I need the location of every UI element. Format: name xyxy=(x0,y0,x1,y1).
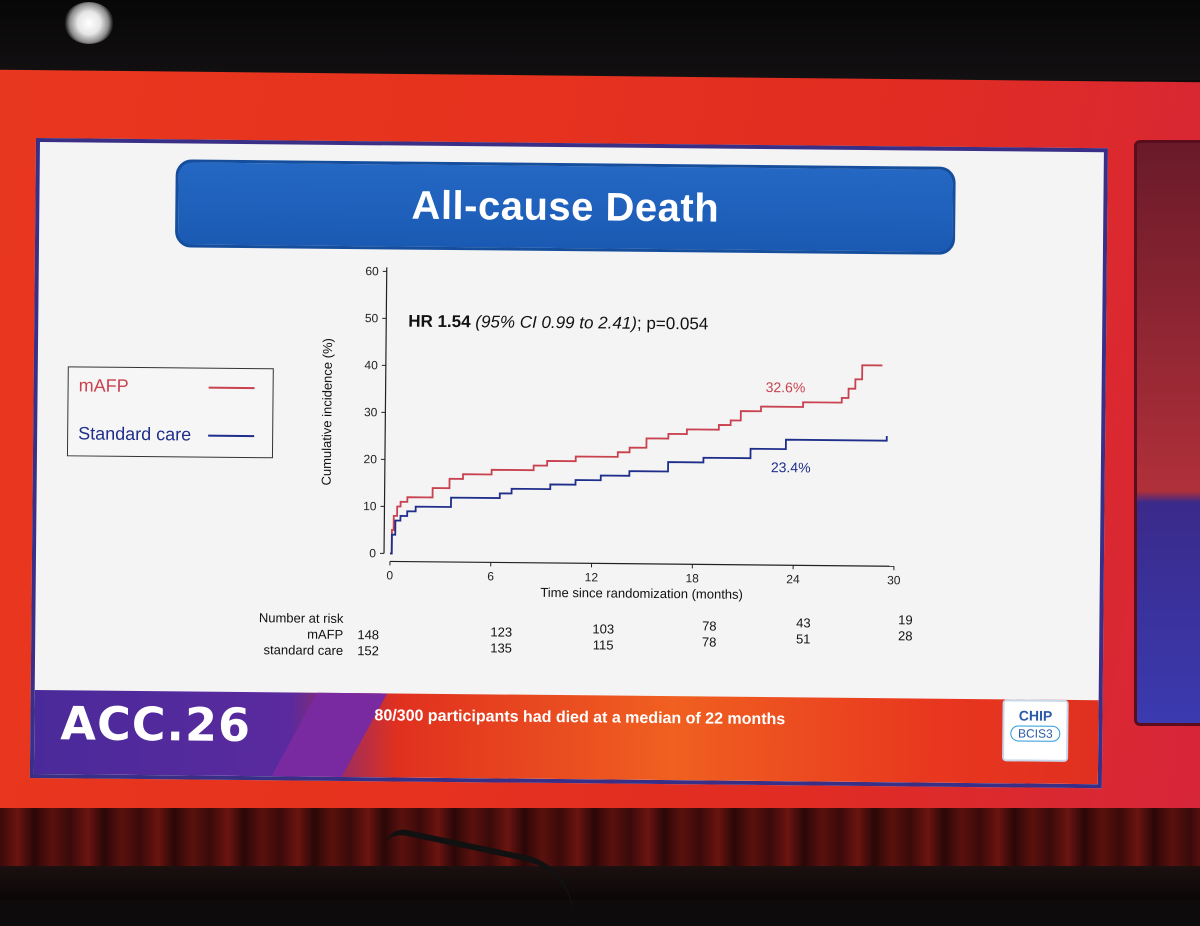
stage-ceiling xyxy=(0,0,1200,80)
risk-value: 152 xyxy=(348,643,388,658)
x-tick-label: 12 xyxy=(585,570,599,584)
legend-swatch-mafp xyxy=(209,386,255,388)
x-tick-label: 24 xyxy=(786,572,800,586)
y-tick-label: 30 xyxy=(364,405,378,419)
hr-value: HR 1.54 xyxy=(408,312,471,332)
trial-logo-badge: CHIP BCIS3 xyxy=(1002,699,1069,762)
side-screen xyxy=(1134,140,1200,726)
x-tick-label: 30 xyxy=(887,573,901,587)
mafp-end-label: 32.6% xyxy=(766,379,806,395)
standard-end-label: 23.4% xyxy=(771,459,811,475)
chart-legend: mAFP Standard care xyxy=(67,366,274,458)
legend-item-mafp: mAFP xyxy=(79,375,255,398)
x-axis-title: Time since randomization (months) xyxy=(540,585,743,602)
legend-label-standard-care: Standard care xyxy=(78,423,208,445)
risk-value: 43 xyxy=(783,615,823,630)
trial-logo-line2: BCIS3 xyxy=(1010,725,1060,741)
hr-ci: (95% CI 0.99 to 2.41) xyxy=(471,312,638,333)
x-axis-line xyxy=(390,561,894,566)
risk-value: 78 xyxy=(689,618,729,633)
y-tick-label: 40 xyxy=(364,358,378,372)
y-tick-label: 50 xyxy=(365,311,379,325)
risk-value: 148 xyxy=(348,627,388,642)
legend-item-standard-care: Standard care xyxy=(78,423,254,446)
series-line-standard-care xyxy=(390,431,887,558)
risk-row-label-mafp: mAFP xyxy=(213,626,343,642)
risk-value: 103 xyxy=(583,621,623,636)
risk-value: 135 xyxy=(481,640,521,655)
hr-pvalue: ; p=0.054 xyxy=(637,314,709,334)
y-axis-line xyxy=(384,267,387,553)
hazard-ratio-annotation: HR 1.54 (95% CI 0.99 to 2.41); p=0.054 xyxy=(408,312,708,335)
risk-value: 123 xyxy=(481,624,521,639)
risk-value: 51 xyxy=(783,631,823,646)
risk-value: 78 xyxy=(689,634,729,649)
legend-label-mafp: mAFP xyxy=(79,375,209,397)
risk-row-label-standard-care: standard care xyxy=(213,642,343,658)
y-tick-label: 60 xyxy=(365,264,379,278)
y-tick-label: 10 xyxy=(363,499,377,513)
y-tick-label: 20 xyxy=(364,452,378,466)
x-tick-label: 6 xyxy=(487,569,494,583)
y-tick-label: 0 xyxy=(369,546,376,560)
footer-summary-note: 80/300 participants had died at a median… xyxy=(374,707,785,729)
trial-logo-line1: CHIP xyxy=(1004,707,1066,724)
stage-floor xyxy=(0,866,1200,900)
legend-swatch-standard-care xyxy=(208,434,254,436)
risk-table-title: Number at risk xyxy=(213,610,343,626)
ceiling-light xyxy=(64,2,114,44)
x-tick-label: 18 xyxy=(685,571,699,585)
risk-value: 28 xyxy=(885,628,925,643)
conference-footer-strip: ACC.26 80/300 participants had died at a… xyxy=(34,690,1099,784)
acc-logo: ACC.26 xyxy=(60,696,251,752)
risk-value: 115 xyxy=(583,637,623,652)
x-tick-label: 0 xyxy=(386,568,393,582)
y-axis-title: Cumulative incidence (%) xyxy=(319,338,335,486)
risk-value: 19 xyxy=(885,612,925,627)
